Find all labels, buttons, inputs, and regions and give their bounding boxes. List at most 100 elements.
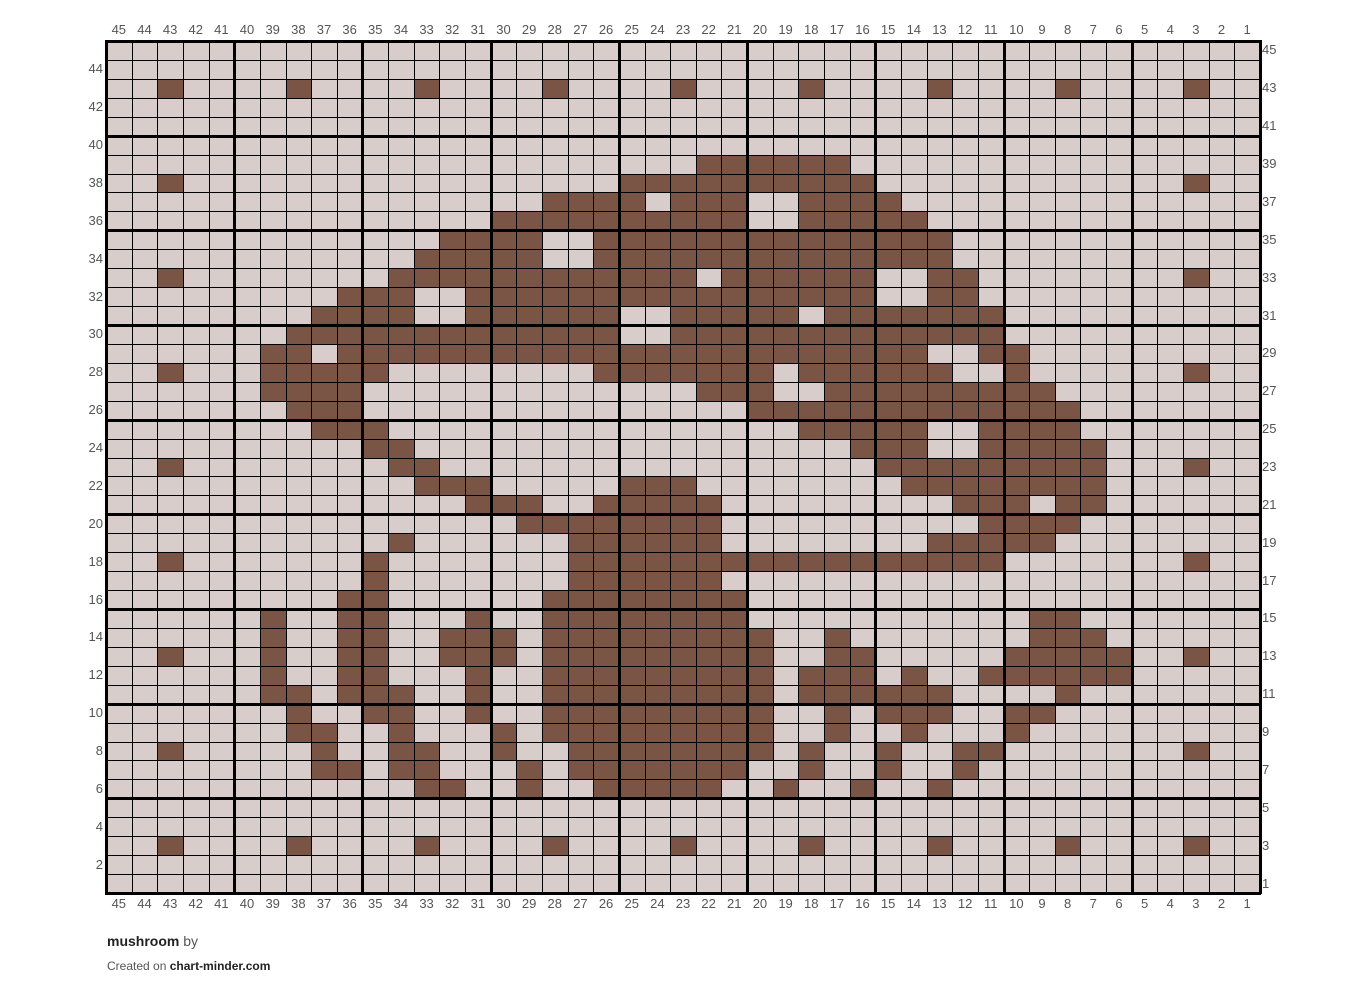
stitch-cell: [1133, 705, 1157, 723]
stitch-cell: [1107, 761, 1132, 779]
stitch-cell-dark: [671, 534, 696, 552]
row-number: 28: [88, 364, 103, 380]
stitch-cell-dark: [594, 250, 619, 268]
stitch-cell: [492, 875, 516, 893]
stitch-cell: [774, 610, 798, 628]
stitch-cell: [799, 629, 824, 647]
stitch-cell-dark: [415, 780, 439, 798]
stitch-cell: [312, 534, 337, 552]
stitch-cell: [979, 724, 1004, 742]
stitch-cell: [133, 137, 157, 155]
stitch-cell: [466, 383, 491, 401]
stitch-cell: [748, 856, 773, 874]
stitch-cell: [415, 231, 439, 249]
stitch-cell: [210, 667, 234, 685]
stitch-cell: [594, 175, 619, 192]
stitch-cell: [1133, 572, 1157, 590]
stitch-cell-dark: [1056, 459, 1080, 476]
stitch-cell: [1133, 856, 1157, 874]
stitch-cell: [748, 761, 773, 779]
stitch-cell-dark: [517, 307, 542, 325]
column-number-bottom: 17: [829, 896, 845, 911]
stitch-cell: [594, 477, 619, 495]
stitch-cell: [1158, 137, 1183, 155]
stitch-cell: [1158, 156, 1183, 174]
stitch-cell: [1030, 345, 1055, 363]
stitch-cell: [1158, 515, 1183, 533]
stitch-cell-dark: [799, 288, 824, 306]
stitch-cell: [363, 402, 388, 420]
site-link[interactable]: chart-minder.com: [169, 959, 271, 973]
stitch-cell: [184, 212, 209, 230]
row-number: 35: [1262, 231, 1277, 247]
stitch-cell: [492, 383, 516, 401]
stitch-cell: [1056, 875, 1080, 893]
stitch-cell-dark: [338, 383, 362, 401]
stitch-cell: [133, 345, 157, 363]
column-number-bottom: 45: [111, 896, 127, 911]
stitch-cell: [722, 515, 747, 533]
stitch-cell: [1081, 250, 1106, 268]
stitch-cell: [953, 515, 978, 533]
stitch-cell: [928, 440, 952, 458]
stitch-cell: [799, 818, 824, 836]
stitch-cell: [261, 705, 286, 723]
stitch-cell: [1133, 761, 1157, 779]
stitch-cell-dark: [620, 231, 645, 249]
stitch-cell-dark: [825, 288, 850, 306]
stitch-cell: [569, 231, 593, 249]
created-on-label: Created on: [107, 959, 167, 973]
stitch-cell: [594, 118, 619, 136]
stitch-cell: [440, 402, 465, 420]
stitch-cell: [158, 629, 183, 647]
stitch-cell: [389, 610, 414, 628]
stitch-cell-dark: [363, 572, 388, 590]
stitch-cell: [210, 175, 234, 192]
stitch-cell: [133, 440, 157, 458]
stitch-cell-dark: [979, 477, 1004, 495]
stitch-cell: [415, 193, 439, 211]
stitch-cell: [517, 591, 542, 609]
stitch-cell: [1107, 705, 1132, 723]
stitch-cell-dark: [517, 496, 542, 514]
stitch-cell: [748, 534, 773, 552]
stitch-cell: [107, 42, 132, 60]
stitch-cell-dark: [902, 212, 927, 230]
stitch-cell: [1005, 80, 1029, 98]
stitch-cell: [235, 137, 260, 155]
stitch-cell: [774, 42, 798, 60]
stitch-cell: [1210, 402, 1234, 420]
stitch-cell: [1158, 818, 1183, 836]
stitch-cell: [338, 42, 362, 60]
row-number: 3: [1262, 837, 1270, 853]
stitch-cell-dark: [671, 686, 696, 704]
major-gridline: [105, 892, 1261, 895]
stitch-cell-dark: [594, 307, 619, 325]
stitch-cell: [1235, 724, 1260, 742]
stitch-cell: [979, 837, 1004, 855]
stitch-cell-dark: [697, 724, 721, 742]
stitch-cell: [620, 61, 645, 79]
stitch-cell: [902, 80, 927, 98]
stitch-cell: [389, 61, 414, 79]
stitch-cell: [158, 856, 183, 874]
stitch-cell-dark: [363, 591, 388, 609]
stitch-cell: [133, 553, 157, 571]
stitch-cell: [210, 421, 234, 439]
stitch-cell: [158, 477, 183, 495]
stitch-cell: [492, 61, 516, 79]
stitch-cell: [1210, 421, 1234, 439]
stitch-cell-dark: [1005, 534, 1029, 552]
stitch-cell: [799, 875, 824, 893]
stitch-cell: [1133, 837, 1157, 855]
stitch-cell: [1235, 193, 1260, 211]
stitch-cell: [415, 212, 439, 230]
stitch-cell-dark: [671, 629, 696, 647]
stitch-cell-dark: [799, 212, 824, 230]
stitch-cell: [133, 591, 157, 609]
stitch-cell: [646, 440, 670, 458]
stitch-cell: [543, 572, 568, 590]
stitch-cell: [1210, 761, 1234, 779]
stitch-cell: [1133, 364, 1157, 382]
stitch-cell: [338, 705, 362, 723]
